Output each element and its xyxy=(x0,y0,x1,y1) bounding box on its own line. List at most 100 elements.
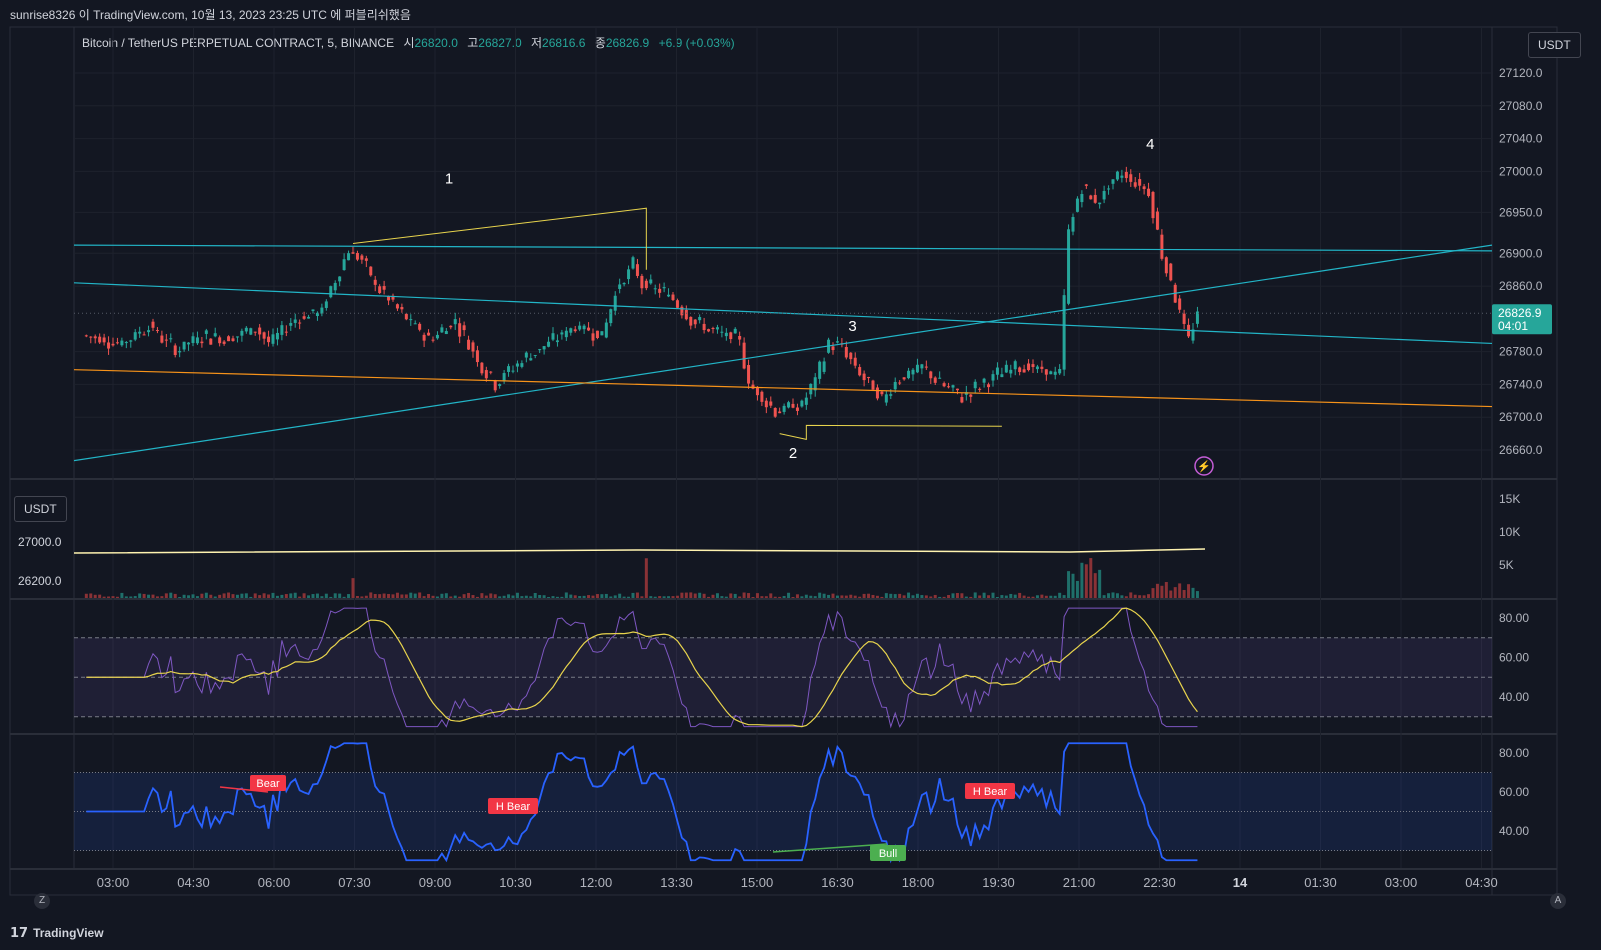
volume-bar xyxy=(404,594,408,598)
candle-body xyxy=(191,336,195,343)
volume-bar xyxy=(115,596,119,598)
volume-bar xyxy=(840,595,844,598)
candle-body xyxy=(160,335,164,343)
volume-bar xyxy=(1035,595,1039,598)
auto-scale-button[interactable]: A xyxy=(1550,893,1566,909)
volume-bar xyxy=(533,592,537,598)
candle-body xyxy=(347,253,351,261)
change-value: +6.9 (+0.03%) xyxy=(658,36,735,50)
candle-body xyxy=(1111,179,1115,184)
rsi-tick-label: 80.00 xyxy=(1499,611,1529,625)
volume-bar xyxy=(347,594,351,598)
volume-bar xyxy=(218,594,222,598)
candle-body xyxy=(831,346,835,351)
volume-bar xyxy=(595,594,599,598)
volume-bar xyxy=(280,594,284,598)
candle-body xyxy=(702,323,706,331)
candle-body xyxy=(195,337,199,344)
candle-body xyxy=(440,327,444,333)
candle-body xyxy=(871,380,875,390)
volume-bar xyxy=(1187,584,1191,598)
currency-button[interactable]: USDT xyxy=(1528,32,1581,58)
volume-bar xyxy=(1129,592,1133,598)
candle-body xyxy=(542,346,546,350)
candle-body xyxy=(1195,311,1199,324)
volume-bar xyxy=(547,596,551,598)
last-price-tag xyxy=(1492,304,1552,335)
candle-body xyxy=(427,332,431,336)
volume-bar xyxy=(418,592,422,598)
volume-bar xyxy=(1107,593,1111,598)
candle-body xyxy=(240,330,244,336)
candle-body xyxy=(960,397,964,403)
price-tick-label: 27000.0 xyxy=(1499,164,1543,178)
open-label: 시 xyxy=(403,36,415,50)
candle-body xyxy=(84,335,88,337)
candle-body xyxy=(355,253,359,260)
brand-name: TradingView xyxy=(33,926,104,940)
candle-body xyxy=(1058,369,1062,374)
volume-bar xyxy=(667,596,671,598)
volume-bar xyxy=(773,596,777,598)
volume-bar xyxy=(164,593,168,598)
volume-bar xyxy=(960,593,964,598)
bear-divergence-line xyxy=(219,786,269,793)
divergence-label-bg xyxy=(870,845,906,861)
candle-body xyxy=(169,338,173,340)
volume-bar xyxy=(173,593,177,598)
volume-bar xyxy=(275,595,279,598)
volume-bar xyxy=(707,596,711,598)
volume-bar xyxy=(560,596,564,598)
volume-bar xyxy=(235,594,239,598)
trendline-support xyxy=(73,369,1493,408)
volume-bar xyxy=(444,593,448,598)
x-tick-label: 04:30 xyxy=(1465,875,1498,890)
volume-bar xyxy=(515,592,519,598)
volume-bar xyxy=(1098,569,1102,598)
candle-body xyxy=(569,328,573,333)
volume-bar xyxy=(311,594,315,598)
wave-label-2: 2 xyxy=(789,445,797,462)
candle-body xyxy=(947,386,951,388)
candle-body xyxy=(1035,366,1039,370)
volume-bar xyxy=(1155,583,1159,598)
candle-body xyxy=(520,363,524,367)
tradingview-logo[interactable]: 𝟭𝟳 TradingView xyxy=(10,925,104,941)
log-toggle-button[interactable]: Z xyxy=(34,893,50,909)
volume-bar xyxy=(542,595,546,598)
symbol-name[interactable]: Bitcoin / TetherUS PERPETUAL CONTRACT, 5… xyxy=(82,36,395,50)
volume-bar xyxy=(987,595,991,598)
chart-frame xyxy=(9,26,1558,896)
volume-bar xyxy=(1115,593,1119,598)
volume-bar xyxy=(467,592,471,598)
price-tick-label: 26660.0 xyxy=(1499,443,1543,457)
price-tick-label: 26900.0 xyxy=(1499,246,1543,260)
volume-bar xyxy=(289,593,293,598)
volume-bar xyxy=(827,594,831,598)
volume-bar xyxy=(1067,571,1071,598)
candle-body xyxy=(298,322,302,324)
currency-button-left[interactable]: USDT xyxy=(14,496,67,522)
volume-bar xyxy=(764,596,768,598)
candle-body xyxy=(662,287,666,289)
volume-bar xyxy=(262,593,266,598)
last-price-countdown: 04:01 xyxy=(1498,319,1528,333)
volume-bar xyxy=(862,593,866,598)
volume-bar xyxy=(427,593,431,598)
x-tick-label: 01:30 xyxy=(1304,875,1337,890)
candle-body xyxy=(587,327,591,331)
volume-bar xyxy=(969,596,973,598)
candle-body xyxy=(613,295,617,311)
volume-bar xyxy=(484,595,488,598)
volume-bar xyxy=(658,596,662,598)
volume-bar xyxy=(1049,595,1053,598)
volume-bar xyxy=(342,596,346,598)
bull-divergence-line xyxy=(772,843,888,853)
candle-body xyxy=(284,331,288,333)
volume-bar xyxy=(1089,558,1093,598)
volume-bar xyxy=(791,597,795,598)
candle-body xyxy=(1155,211,1159,230)
candle-body xyxy=(338,276,342,282)
candle-body xyxy=(933,377,937,383)
